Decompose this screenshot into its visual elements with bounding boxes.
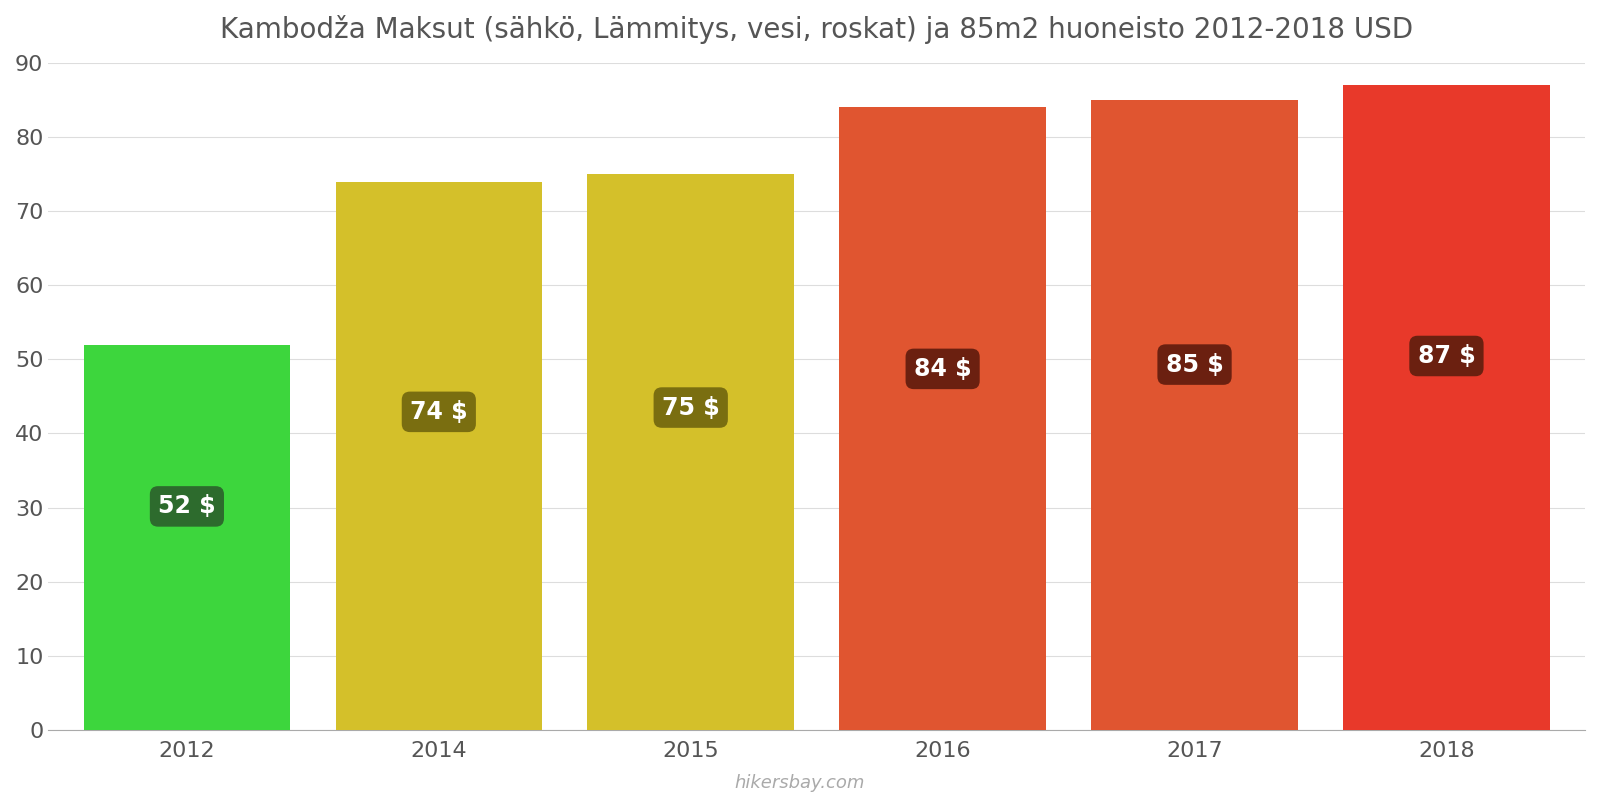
- Bar: [1342, 86, 1550, 730]
- Text: 52 $: 52 $: [158, 494, 216, 518]
- Text: 74 $: 74 $: [410, 400, 467, 424]
- Bar: [587, 174, 794, 730]
- Text: 87 $: 87 $: [1418, 344, 1475, 368]
- Bar: [1091, 100, 1298, 730]
- Title: Kambodža Maksut (sähkö, Lämmitys, vesi, roskat) ja 85m2 huoneisto 2012-2018 USD: Kambodža Maksut (sähkö, Lämmitys, vesi, …: [221, 15, 1413, 44]
- Text: 85 $: 85 $: [1166, 353, 1224, 377]
- Bar: [336, 182, 542, 730]
- Bar: [83, 345, 290, 730]
- Text: 75 $: 75 $: [662, 395, 720, 419]
- Bar: [840, 107, 1046, 730]
- Text: 84 $: 84 $: [914, 357, 971, 381]
- Text: hikersbay.com: hikersbay.com: [734, 774, 866, 792]
